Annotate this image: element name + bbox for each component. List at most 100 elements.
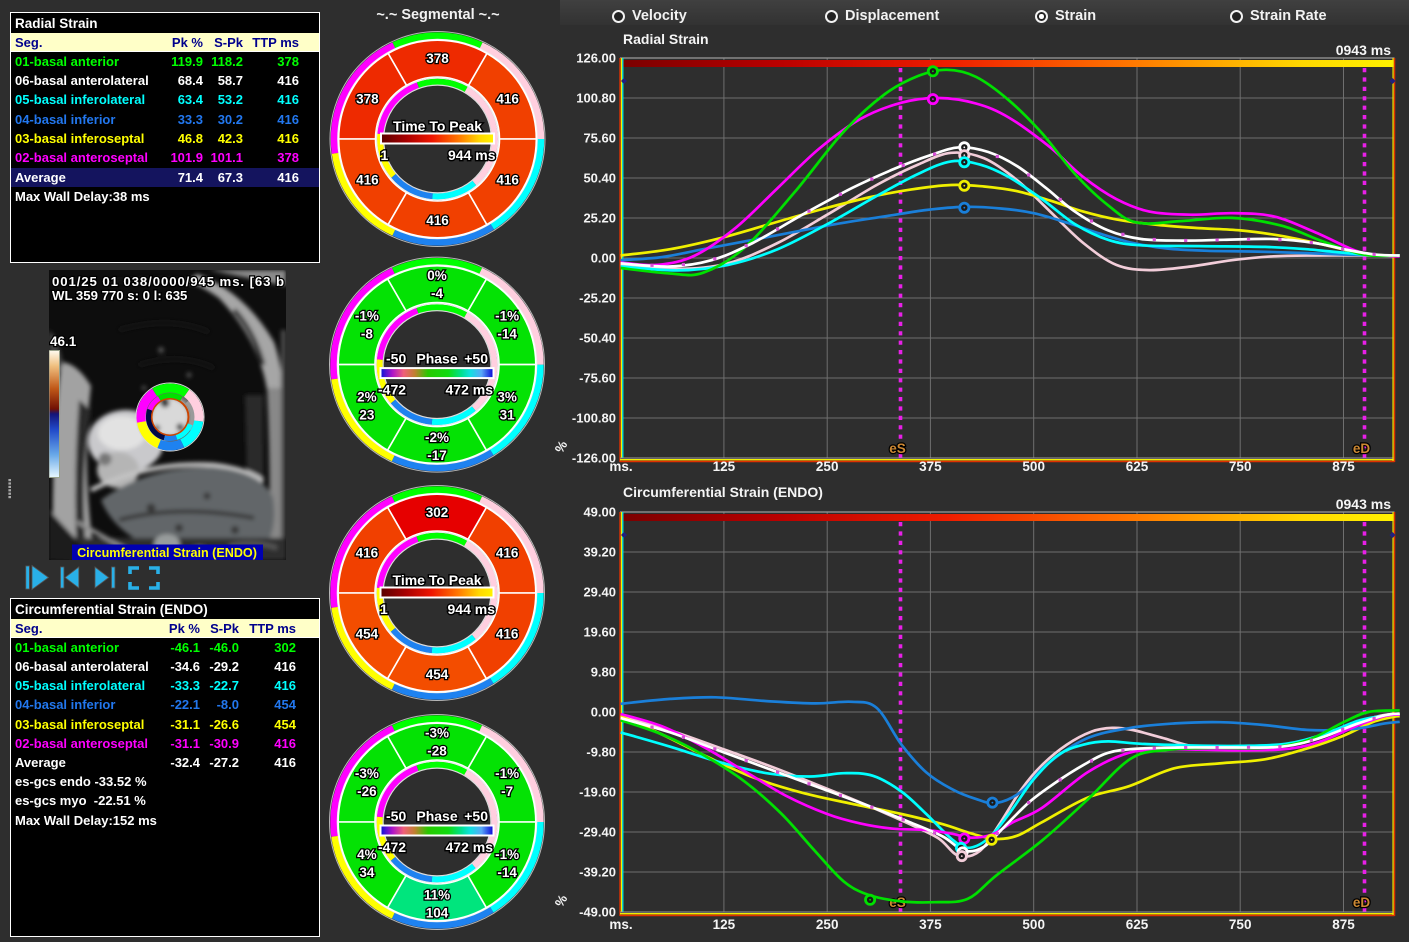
svg-text:50.40: 50.40 <box>583 171 616 186</box>
svg-text:416: 416 <box>496 546 519 561</box>
svg-text:-472: -472 <box>378 839 406 855</box>
svg-text:500: 500 <box>1022 917 1045 932</box>
svg-text:750: 750 <box>1229 459 1252 474</box>
svg-text:-1%: -1% <box>495 847 519 862</box>
svg-text:-39.20: -39.20 <box>579 865 616 880</box>
svg-text:46.1: 46.1 <box>50 334 77 349</box>
svg-text:-25.20: -25.20 <box>579 291 616 306</box>
svg-text:001/25 01 038/0000/945 ms. [6: 001/25 01 038/0000/945 ms. [63 b <box>52 274 284 289</box>
svg-text:-26: -26 <box>357 784 377 799</box>
svg-text:Radial Strain: Radial Strain <box>623 31 709 47</box>
svg-text:Phase: Phase <box>416 351 457 367</box>
svg-text:19.60: 19.60 <box>583 625 616 640</box>
svg-text:Phase: Phase <box>416 808 457 824</box>
svg-text:39.20: 39.20 <box>583 545 616 560</box>
svg-text:-9.80: -9.80 <box>586 745 616 760</box>
svg-text:104: 104 <box>426 906 449 921</box>
svg-text:454: 454 <box>356 627 379 642</box>
svg-text:-17: -17 <box>427 448 447 463</box>
svg-text:-3%: -3% <box>425 726 449 741</box>
svg-text:100.80: 100.80 <box>576 91 616 106</box>
svg-text:302: 302 <box>426 505 449 520</box>
svg-text:-8: -8 <box>361 327 373 342</box>
svg-text:-14: -14 <box>497 327 517 342</box>
svg-text:416: 416 <box>356 173 379 188</box>
svg-text:250: 250 <box>816 459 839 474</box>
svg-text:944 ms: 944 ms <box>448 601 496 617</box>
svg-text:eS: eS <box>889 441 906 456</box>
svg-text:0943 ms: 0943 ms <box>1336 496 1391 512</box>
svg-text:29.40: 29.40 <box>583 585 616 600</box>
svg-text:875: 875 <box>1332 917 1355 932</box>
svg-text:472 ms: 472 ms <box>446 839 494 855</box>
svg-text:-75.60: -75.60 <box>579 371 616 386</box>
svg-text:+50: +50 <box>464 351 488 367</box>
svg-text:0943 ms: 0943 ms <box>1336 42 1391 58</box>
svg-text:ms.: ms. <box>609 459 632 474</box>
svg-text:416: 416 <box>496 92 519 107</box>
svg-text:23: 23 <box>359 408 375 423</box>
svg-text:125: 125 <box>713 459 736 474</box>
svg-text:34: 34 <box>359 865 375 880</box>
svg-text:875: 875 <box>1332 459 1355 474</box>
svg-text:9.80: 9.80 <box>591 665 616 680</box>
svg-text:4%: 4% <box>357 847 377 862</box>
svg-text:472 ms: 472 ms <box>446 382 494 398</box>
svg-text:%: % <box>552 892 571 910</box>
svg-text:0%: 0% <box>427 268 447 283</box>
svg-text:-2%: -2% <box>425 430 449 445</box>
svg-text:Circumferential Strain (ENDO): Circumferential Strain (ENDO) <box>77 546 257 560</box>
svg-text:416: 416 <box>426 213 449 228</box>
svg-text:-49.00: -49.00 <box>579 905 616 920</box>
svg-text:25.20: 25.20 <box>583 211 616 226</box>
svg-text:-126.00: -126.00 <box>572 451 616 466</box>
svg-text:378: 378 <box>426 51 449 66</box>
svg-text:944 ms: 944 ms <box>448 147 496 163</box>
svg-text:Circumferential Strain (ENDO): Circumferential Strain (ENDO) <box>623 484 823 500</box>
svg-text:-1%: -1% <box>355 309 379 324</box>
svg-text:-29.40: -29.40 <box>579 825 616 840</box>
svg-text:-1%: -1% <box>495 309 519 324</box>
svg-text:416: 416 <box>496 173 519 188</box>
svg-text:eD: eD <box>1353 441 1371 456</box>
svg-text:416: 416 <box>496 627 519 642</box>
svg-text:-1%: -1% <box>495 766 519 781</box>
svg-text:49.00: 49.00 <box>583 505 616 520</box>
svg-text:75.60: 75.60 <box>583 131 616 146</box>
svg-text:-28: -28 <box>427 744 447 759</box>
svg-text:2%: 2% <box>357 390 377 405</box>
svg-text:-50: -50 <box>386 808 406 824</box>
svg-text:Time To Peak: Time To Peak <box>393 118 482 134</box>
svg-text:625: 625 <box>1126 917 1149 932</box>
svg-text:-7: -7 <box>501 784 513 799</box>
svg-text:1: 1 <box>381 147 389 163</box>
svg-text:126.00: 126.00 <box>576 51 616 66</box>
svg-text:378: 378 <box>356 92 379 107</box>
svg-text:3%: 3% <box>497 390 517 405</box>
svg-text:+50: +50 <box>464 808 488 824</box>
svg-text:750: 750 <box>1229 917 1252 932</box>
svg-text:31: 31 <box>500 408 516 423</box>
svg-text:454: 454 <box>426 667 449 682</box>
svg-text:250: 250 <box>816 917 839 932</box>
svg-text:375: 375 <box>919 917 942 932</box>
svg-text:ms.: ms. <box>609 917 632 932</box>
svg-text:-50.40: -50.40 <box>579 331 616 346</box>
svg-text:0.00: 0.00 <box>591 705 616 720</box>
svg-text:-19.60: -19.60 <box>579 785 616 800</box>
svg-text:-3%: -3% <box>355 766 379 781</box>
svg-text:-50: -50 <box>386 351 406 367</box>
svg-text:11%: 11% <box>424 888 450 903</box>
svg-text:eD: eD <box>1353 895 1371 910</box>
svg-text:Time To Peak: Time To Peak <box>393 572 482 588</box>
svg-text:-472: -472 <box>378 382 406 398</box>
svg-text:0.00: 0.00 <box>591 251 616 266</box>
svg-text:WL 359 770 s: 0 l: 635: WL 359 770 s: 0 l: 635 <box>52 288 187 303</box>
svg-text:500: 500 <box>1022 459 1045 474</box>
svg-text:375: 375 <box>919 459 942 474</box>
svg-text:eS: eS <box>889 895 906 910</box>
svg-text:%: % <box>552 438 571 456</box>
svg-text:1: 1 <box>380 601 388 617</box>
svg-text:-100.80: -100.80 <box>572 411 616 426</box>
svg-text:125: 125 <box>713 917 736 932</box>
